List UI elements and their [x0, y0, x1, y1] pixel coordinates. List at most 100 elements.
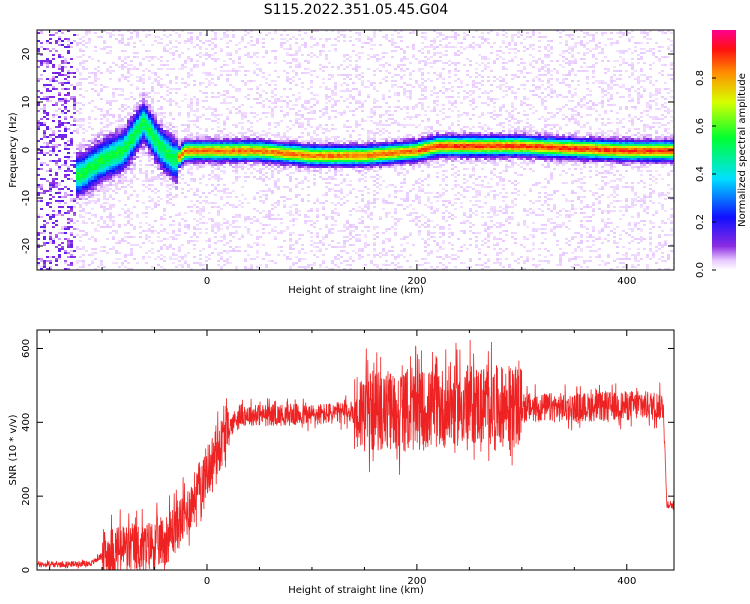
- heatmap-cell: [88, 238, 91, 240]
- heatmap-cell: [316, 158, 319, 160]
- heatmap-cell: [151, 172, 154, 174]
- heatmap-cell: [133, 122, 136, 124]
- heatmap-cell: [313, 170, 316, 172]
- heatmap-cell: [178, 264, 181, 266]
- heatmap-cell: [364, 180, 367, 182]
- heatmap-cell: [79, 152, 82, 154]
- heatmap-cell: [43, 236, 46, 238]
- heatmap-cell: [139, 136, 142, 138]
- heatmap-cell: [61, 138, 64, 140]
- heatmap-cell: [169, 236, 172, 238]
- heatmap-cell: [166, 60, 169, 62]
- heatmap-cell: [280, 44, 283, 46]
- heatmap-cell: [163, 256, 166, 258]
- heatmap-cell: [241, 36, 244, 38]
- heatmap-cell: [82, 208, 85, 210]
- heatmap-cell: [304, 166, 307, 168]
- heatmap-cell: [187, 206, 190, 208]
- heatmap-cell: [73, 104, 76, 106]
- heatmap-cell: [91, 140, 94, 142]
- heatmap-cell: [94, 158, 97, 160]
- heatmap-cell: [250, 106, 253, 108]
- heatmap-cell: [301, 54, 304, 56]
- heatmap-cell: [97, 154, 100, 156]
- heatmap-cell: [82, 128, 85, 130]
- heatmap-cell: [58, 30, 61, 32]
- heatmap-cell: [208, 142, 211, 144]
- heatmap-cell: [79, 180, 82, 182]
- heatmap-cell: [289, 156, 292, 158]
- heatmap-cell: [64, 262, 67, 264]
- heatmap-cell: [310, 38, 313, 40]
- heatmap-cell: [154, 112, 157, 114]
- heatmap-cell: [346, 140, 349, 142]
- heatmap-cell: [196, 120, 199, 122]
- heatmap-cell: [160, 120, 163, 122]
- heatmap-cell: [331, 246, 334, 248]
- heatmap-cell: [133, 148, 136, 150]
- heatmap-cell: [181, 164, 184, 166]
- heatmap-cell: [214, 174, 217, 176]
- heatmap-cell: [169, 156, 172, 158]
- heatmap-cell: [208, 40, 211, 42]
- heatmap-cell: [367, 202, 370, 204]
- heatmap-cell: [343, 154, 346, 156]
- heatmap-cell: [46, 260, 49, 262]
- heatmap-cell: [355, 252, 358, 254]
- heatmap-cell: [295, 104, 298, 106]
- heatmap-cell: [358, 134, 361, 136]
- heatmap-cell: [190, 32, 193, 34]
- heatmap-cell: [55, 80, 58, 82]
- heatmap-cell: [88, 164, 91, 166]
- heatmap-cell: [40, 46, 43, 48]
- heatmap-cell: [343, 74, 346, 76]
- heatmap-cell: [217, 162, 220, 164]
- heatmap-cell: [214, 148, 217, 150]
- heatmap-cell: [247, 32, 250, 34]
- heatmap-cell: [364, 206, 367, 208]
- heatmap-cell: [190, 178, 193, 180]
- heatmap-cell: [259, 134, 262, 136]
- heatmap-cell: [55, 110, 58, 112]
- heatmap-cell: [241, 160, 244, 162]
- heatmap-cell: [289, 268, 292, 270]
- heatmap-cell: [331, 110, 334, 112]
- heatmap-cell: [130, 68, 133, 70]
- heatmap-cell: [205, 72, 208, 74]
- heatmap-cell: [307, 68, 310, 70]
- heatmap-cell: [319, 152, 322, 154]
- heatmap-cell: [49, 202, 52, 204]
- heatmap-cell: [37, 246, 40, 248]
- heatmap-cell: [277, 246, 280, 248]
- heatmap-cell: [85, 156, 88, 158]
- heatmap-cell: [307, 112, 310, 114]
- heatmap-cell: [127, 150, 130, 152]
- heatmap-cell: [64, 160, 67, 162]
- heatmap-cell: [169, 124, 172, 126]
- heatmap-cell: [55, 182, 58, 184]
- heatmap-cell: [214, 152, 217, 154]
- heatmap-cell: [97, 152, 100, 154]
- heatmap-cell: [223, 166, 226, 168]
- heatmap-cell: [70, 198, 73, 200]
- heatmap-cell: [184, 220, 187, 222]
- heatmap-cell: [91, 172, 94, 174]
- heatmap-cell: [190, 158, 193, 160]
- heatmap-cell: [295, 114, 298, 116]
- heatmap-cell: [148, 178, 151, 180]
- heatmap-cell: [76, 110, 79, 112]
- heatmap-cell: [331, 92, 334, 94]
- heatmap-cell: [313, 262, 316, 264]
- heatmap-cell: [367, 208, 370, 210]
- heatmap-cell: [91, 182, 94, 184]
- heatmap-cell: [223, 148, 226, 150]
- heatmap-cell: [184, 156, 187, 158]
- heatmap-cell: [226, 144, 229, 146]
- heatmap-cell: [310, 250, 313, 252]
- heatmap-cell: [202, 114, 205, 116]
- heatmap-cell: [367, 158, 370, 160]
- heatmap-cell: [202, 138, 205, 140]
- heatmap-cell: [112, 62, 115, 64]
- heatmap-cell: [145, 120, 148, 122]
- heatmap-cell: [328, 146, 331, 148]
